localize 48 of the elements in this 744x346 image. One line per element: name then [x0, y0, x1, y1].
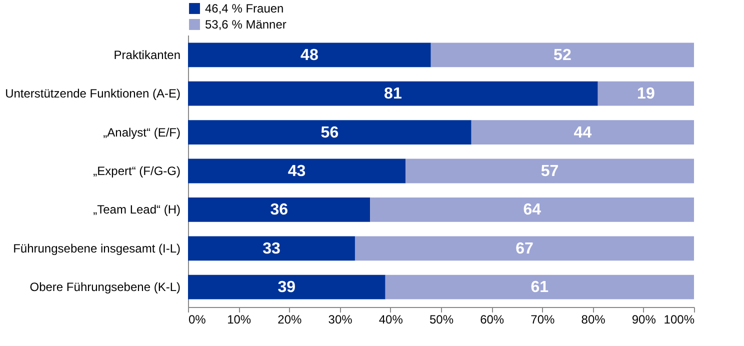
y-tick-label: Obere Führungsebene (K-L) — [30, 280, 181, 294]
x-tick-label: 30% — [328, 312, 353, 326]
data-label: 33 — [262, 240, 280, 258]
bar — [385, 274, 694, 300]
data-label: 52 — [554, 46, 572, 64]
x-tick-label: 90% — [632, 312, 656, 326]
x-tick-label: 100% — [664, 312, 695, 326]
data-label: 48 — [300, 46, 318, 64]
bar — [598, 81, 694, 106]
x-tick-label: 70% — [530, 312, 556, 326]
data-label: 81 — [384, 86, 402, 103]
data-label: 64 — [523, 202, 542, 219]
bar — [430, 42, 694, 68]
x-tick-label: 80% — [581, 312, 606, 326]
data-label: 57 — [540, 163, 559, 180]
y-tick-label: Unterstützende Funktionen (A-E) — [5, 86, 180, 101]
legend-label: 53,6 % Männer — [205, 18, 286, 32]
data-label: 43 — [288, 163, 306, 180]
bar — [406, 158, 694, 184]
bar — [188, 274, 386, 300]
data-label: 36 — [270, 202, 288, 219]
x-tick-label: 0% — [188, 312, 206, 326]
y-tick-label: „Team Lead“ (H) — [93, 202, 180, 217]
data-label: 44 — [574, 124, 592, 142]
data-label: 19 — [637, 86, 655, 103]
y-tick-label: Führungsebene insgesamt (I-L) — [13, 241, 180, 256]
bar — [188, 158, 406, 184]
x-tick-label: 60% — [480, 312, 504, 326]
x-tick-label: 40% — [378, 312, 404, 326]
x-tick-label: 10% — [227, 312, 252, 326]
bar — [188, 198, 370, 222]
y-tick-label: „Expert“ (F/G-G) — [93, 164, 181, 178]
bar — [188, 42, 431, 68]
data-label: 39 — [278, 279, 296, 296]
bar — [471, 120, 694, 144]
bar — [370, 198, 694, 222]
y-tick-label: Praktikanten — [114, 48, 180, 62]
bar — [188, 120, 472, 144]
bar — [188, 81, 598, 106]
x-tick-label: 20% — [278, 312, 302, 326]
data-label: 67 — [516, 240, 534, 258]
legend-label: 46,4 % Frauen — [205, 2, 284, 16]
x-tick-label: 50% — [429, 312, 454, 326]
y-tick-label: „Analyst“ (E/F) — [103, 125, 180, 140]
data-label: 56 — [320, 124, 339, 142]
data-label: 61 — [530, 279, 549, 296]
bar — [188, 236, 355, 261]
bar — [354, 236, 694, 261]
